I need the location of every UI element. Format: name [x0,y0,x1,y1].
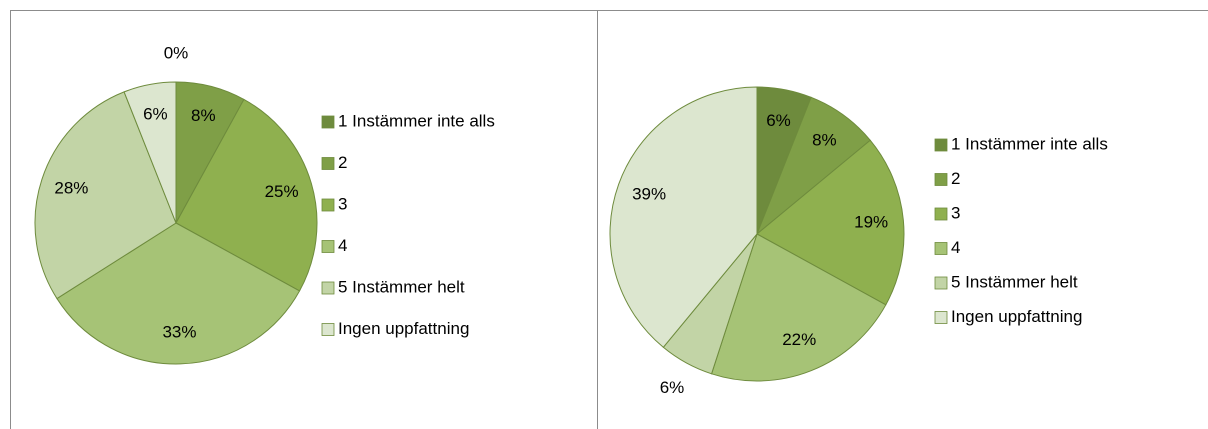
data-label: 8% [812,131,837,150]
pie-slice [756,139,905,306]
data-label: 6% [660,378,685,397]
pie-slice [56,222,301,365]
data-label: 28% [54,178,88,197]
legend-swatch [321,198,335,212]
legend-label: 4 [338,236,347,255]
pie-slice [34,91,177,300]
legend-swatch [321,281,335,295]
legend-label: 4 [951,238,960,257]
data-label: 6% [143,104,168,123]
pie-slice [609,86,758,348]
pie-slice [175,98,318,292]
legend-swatch [321,115,335,129]
pie-slice [710,233,887,382]
legend-label: Ingen uppfattning [951,307,1082,326]
data-label: 25% [265,182,299,201]
legend-swatch [321,240,335,253]
pie-slice [123,81,177,224]
legend-swatch [321,157,335,170]
legend-label: 1 Instämmer inte alls [338,111,495,130]
legend-label: 3 [338,194,347,213]
data-label: 8% [191,106,216,125]
legend-label: 5 Instämmer helt [951,272,1078,291]
legend-swatch [321,323,335,336]
legend-swatch [934,276,948,290]
legend-label: 5 Instämmer helt [338,277,465,296]
data-label: 33% [162,322,196,341]
data-label: 22% [782,330,816,349]
data-label: 0% [164,43,189,62]
legend-label: Ingen uppfattning [338,319,469,338]
legend-label: 2 [951,169,960,188]
legend-swatch [934,242,948,255]
legend-swatch [934,138,948,152]
legend-label: 3 [951,203,960,222]
legend-label: 2 [338,153,347,172]
data-label: 6% [766,111,791,130]
legend-swatch [934,207,948,221]
data-label: 19% [854,213,888,232]
legend-label: 1 Instämmer inte alls [951,134,1108,153]
legend-swatch [934,311,948,324]
legend-swatch [934,173,948,186]
data-label: 39% [632,185,666,204]
